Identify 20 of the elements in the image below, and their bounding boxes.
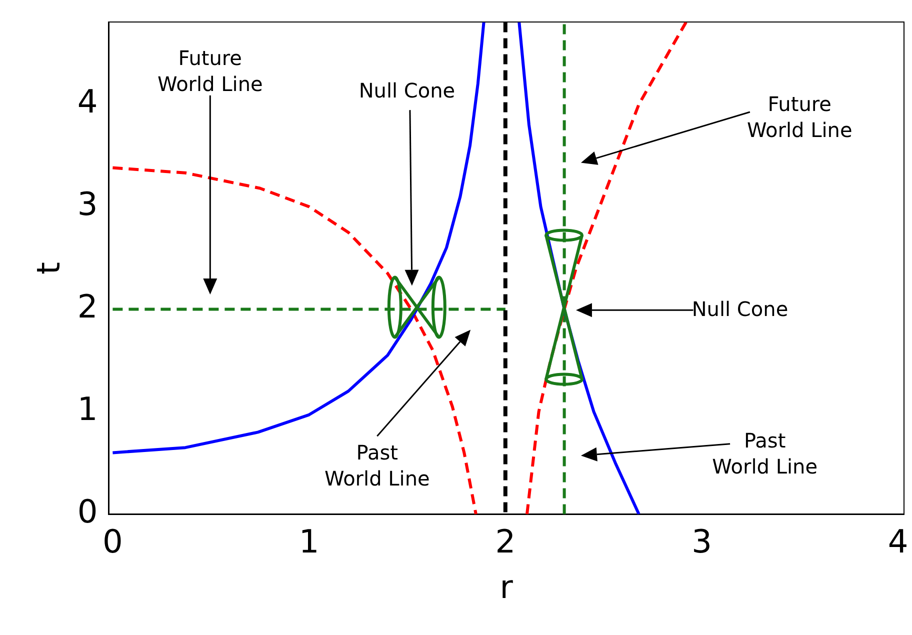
- x-tick-label: 1: [298, 522, 320, 561]
- y-axis-title: t: [30, 262, 68, 274]
- x-tick-label: 0: [102, 522, 123, 561]
- annotation: Future World Line: [157, 46, 263, 96]
- x-tick-label: 4: [888, 522, 908, 561]
- annotation: Past World Line: [712, 428, 818, 479]
- line-series: [111, 166, 478, 514]
- y-tick-label: 0: [77, 492, 98, 531]
- y-tick-label: 4: [77, 82, 98, 121]
- x-tick-label: 2: [495, 522, 516, 561]
- y-tick-label: 1: [77, 390, 98, 428]
- annotation: Past World Line: [324, 440, 430, 490]
- y-tick-label: 2: [77, 288, 98, 326]
- x-axis-title: r: [500, 568, 514, 606]
- line-series: [525, 22, 688, 514]
- y-tick-label: 3: [77, 185, 98, 224]
- x-tick-label: 3: [692, 522, 712, 561]
- annotation: Null Cone: [358, 78, 456, 103]
- annotation: Null Cone: [692, 297, 788, 322]
- annotation: Future World Line: [746, 92, 852, 142]
